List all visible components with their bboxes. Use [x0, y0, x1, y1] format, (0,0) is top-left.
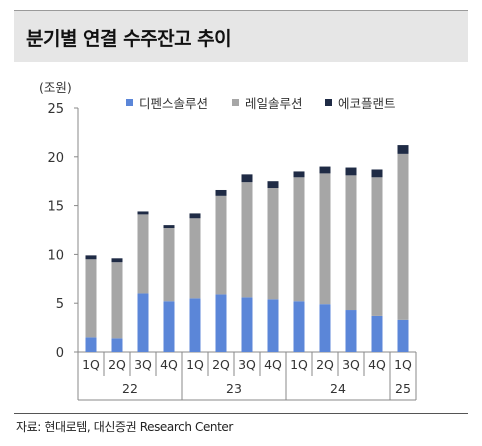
bar-segment-defense [137, 293, 149, 352]
bar-segment-eco [241, 174, 253, 183]
bar-segment-rail [215, 195, 227, 295]
year-label: 25 [395, 381, 411, 396]
x-tick-label: 3Q [134, 357, 152, 372]
bar-segment-eco [137, 211, 149, 215]
bar-segment-defense [163, 301, 175, 352]
bar-segment-rail [267, 188, 279, 300]
bar-segment-defense [371, 315, 383, 352]
y-tick-label: 20 [47, 151, 64, 166]
bar-segment-rail [397, 153, 409, 320]
bar-segment-defense [319, 304, 331, 352]
legend-label-defense: 디펜스솔루션 [139, 96, 209, 111]
bar-segment-rail [189, 218, 201, 299]
y-tick-label: 15 [47, 200, 64, 215]
source-divider [14, 413, 468, 414]
year-label: 24 [330, 381, 346, 396]
x-tick-label: 1Q [290, 357, 308, 372]
legend-item-eco: 에코플랜트 [325, 93, 396, 112]
legend-item-defense: 디펜스솔루션 [126, 93, 208, 112]
title-bar: 분기별 연결 수주잔고 추이 [14, 10, 468, 62]
bar-segment-eco [85, 255, 97, 260]
x-tick-label: 2Q [212, 357, 230, 372]
x-tick-label: 1Q [394, 357, 412, 372]
x-tick-label: 4Q [368, 357, 386, 372]
bar-segment-eco [111, 258, 123, 263]
bar-segment-rail [345, 175, 357, 311]
bar-segment-eco [397, 145, 409, 154]
chart-title: 분기별 연결 수주잔고 추이 [26, 28, 232, 50]
year-label: 23 [226, 381, 242, 396]
bar-segment-defense [215, 294, 227, 352]
year-label: 22 [122, 381, 138, 396]
bar-segment-eco [215, 189, 227, 196]
bar-segment-rail [137, 214, 149, 294]
x-tick-label: 2Q [316, 357, 334, 372]
legend-label-rail: 레일솔루션 [245, 96, 303, 111]
x-tick-label: 1Q [186, 357, 204, 372]
bar-segment-eco [371, 169, 383, 178]
bar-segment-rail [293, 177, 305, 302]
legend: 디펜스솔루션 레일솔루션 에코플랜트 [0, 93, 482, 112]
legend-swatch-defense [126, 99, 133, 106]
bar-segment-rail [371, 177, 383, 316]
bar-segment-rail [85, 259, 97, 338]
x-tick-label: 2Q [108, 357, 126, 372]
bar-segment-rail [319, 173, 331, 305]
legend-swatch-eco [325, 99, 332, 106]
bar-segment-eco [345, 167, 357, 176]
stacked-bar-chart: 0 5 10 15 20 25 1Q 2Q 3Q 4Q 1Q 2Q 3Q 4Q 1Q 2Q 3Q 4Q 1Q 22 23… [47, 102, 417, 401]
legend-label-eco: 에코플랜트 [338, 96, 396, 111]
source-note: 자료: 현대로템, 대신증권 Research Center [16, 420, 233, 434]
y-tick-label: 0 [56, 346, 64, 361]
bar-segment-defense [189, 298, 201, 352]
x-tick-label: 3Q [342, 357, 360, 372]
bar-segment-rail [111, 262, 123, 339]
bar-segment-eco [189, 213, 201, 219]
bar-segment-eco [319, 166, 331, 174]
x-tick-label: 4Q [160, 357, 178, 372]
x-tick-label: 1Q [82, 357, 100, 372]
bar-segment-eco [293, 171, 305, 178]
y-tick-label: 5 [56, 297, 64, 312]
x-tick-label: 3Q [238, 357, 256, 372]
y-tick-label: 10 [47, 248, 64, 263]
bar-segment-defense [397, 319, 409, 352]
bar-segment-defense [85, 337, 97, 352]
legend-swatch-rail [232, 99, 239, 106]
bar-segment-defense [345, 310, 357, 352]
bar-segment-eco [267, 181, 279, 189]
bar-segment-defense [293, 301, 305, 352]
bar-segment-rail [241, 182, 253, 298]
bar-segment-defense [111, 338, 123, 352]
x-tick-label: 4Q [264, 357, 282, 372]
bar-segment-defense [241, 297, 253, 352]
legend-item-rail: 레일솔루션 [232, 93, 303, 112]
y-axis-unit: (조원) [39, 80, 72, 95]
y-tick-label: 25 [47, 102, 64, 117]
bar-segment-defense [267, 299, 279, 352]
bar-segment-rail [163, 228, 175, 302]
bar-segment-eco [163, 225, 175, 229]
